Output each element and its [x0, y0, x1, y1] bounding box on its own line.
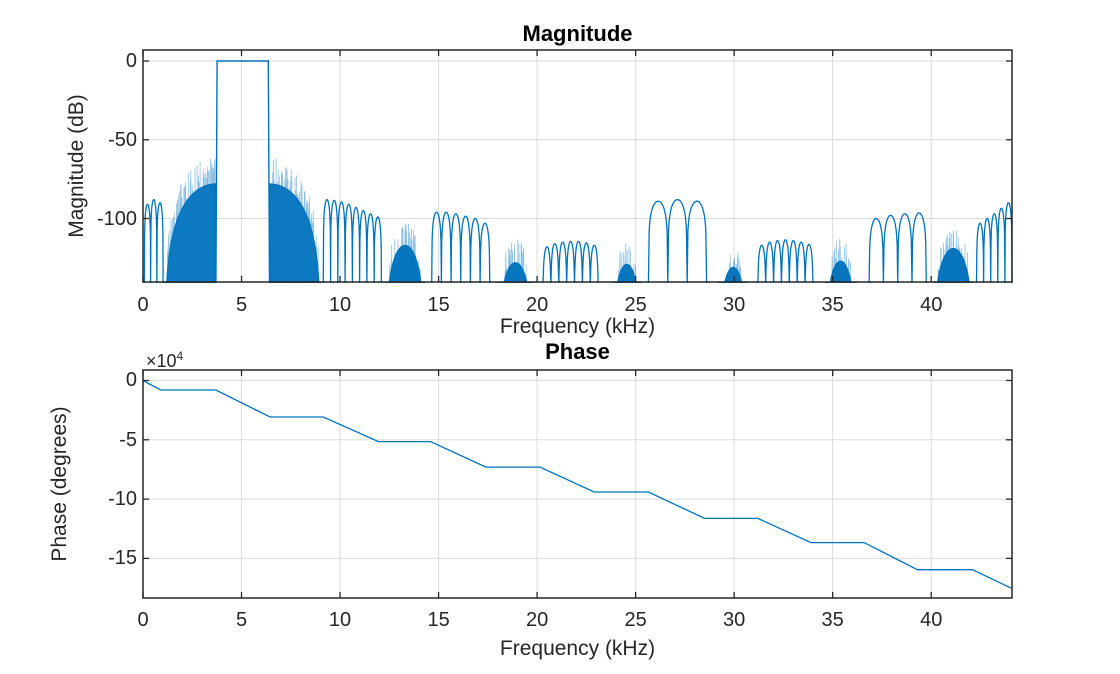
phase-x-tick-label: 20	[525, 609, 549, 631]
stopband-spikes	[937, 230, 969, 282]
grid-lines	[143, 370, 1012, 598]
phase-y-tick-label: 0	[125, 369, 137, 392]
magnitude-x-tick-label: 35	[821, 294, 844, 316]
phase-x-tick-label: 25	[624, 609, 647, 631]
magnitude-x-tick-label: 15	[427, 294, 450, 316]
magnitude-x-tick-label: 25	[624, 294, 647, 316]
stopband-spikes	[166, 158, 216, 275]
stopband-spikes	[504, 239, 527, 281]
phase-x-tick-label: 5	[235, 609, 248, 631]
magnitude-x-tick-label: 10	[328, 294, 352, 316]
phase-x-tick-label: 40	[920, 609, 943, 631]
multiplier-base: ×10	[146, 351, 177, 371]
stopband-spikes	[389, 223, 421, 281]
phase-x-tick-label: 0	[137, 609, 149, 631]
phase-response-curve	[142, 379, 1013, 590]
phase-y-tick-label: -5	[119, 428, 137, 451]
magnitude-title: Magnitude	[522, 21, 633, 46]
phase-axes	[142, 369, 1013, 599]
phase-y-tick-label: -15	[108, 547, 137, 570]
phase-x-tick-label: 35	[821, 609, 844, 631]
phase-title: Phase	[545, 339, 610, 364]
stopband-spikes	[729, 252, 742, 281]
magnitude-x-tick-label: 30	[723, 294, 746, 316]
magnitude-x-tick-label: 0	[137, 294, 149, 316]
magnitude-y-tick-label: -100	[96, 207, 137, 230]
magnitude-y-tick-label: -50	[108, 128, 137, 151]
phase-x-tick-label: 30	[723, 609, 746, 631]
phase-x-tick-label: 10	[328, 609, 352, 631]
magnitude-response-curve	[143, 60, 1013, 283]
passband-curve	[215, 60, 271, 283]
stopband-spikes	[831, 239, 851, 282]
magnitude-x-tick-label: 20	[525, 294, 549, 316]
phase-x-tick-label: 15	[427, 609, 450, 631]
y-axis-multiplier: ×104	[146, 349, 183, 372]
stopband-spikes	[271, 158, 319, 274]
magnitude-x-axis-label: Frequency (kHz)	[499, 315, 656, 338]
magnitude-x-tick-label: 40	[920, 294, 943, 316]
phase-x-axis-label: Frequency (kHz)	[499, 637, 656, 660]
multiplier-exponent: 4	[176, 349, 184, 363]
phase-y-tick-label: -10	[108, 488, 137, 511]
magnitude-y-tick-label: 0	[125, 50, 137, 73]
magnitude-x-tick-label: 5	[235, 294, 248, 316]
magnitude-axes	[142, 49, 1013, 283]
